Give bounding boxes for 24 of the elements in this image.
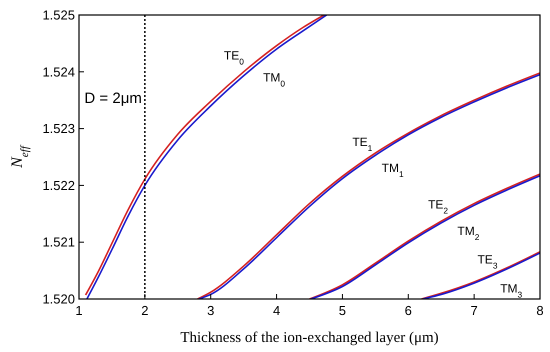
annotation: TM$_{3}$ bbox=[500, 281, 523, 300]
x-tick-label: 1 bbox=[75, 303, 83, 318]
y-tick-label: 1.525 bbox=[42, 8, 75, 22]
y-tick-label: 1.520 bbox=[42, 292, 75, 306]
x-tick-label: 3 bbox=[207, 303, 214, 318]
x-axis-title: Thickness of the ion-exchanged layer (μm) bbox=[180, 330, 439, 346]
x-tick-label: 2 bbox=[141, 303, 148, 318]
ref-line-label: D = 2μm bbox=[84, 90, 142, 107]
y-tick-label: 1.524 bbox=[42, 64, 75, 80]
x-tick-label: 8 bbox=[536, 303, 544, 318]
y-tick-label: 1.521 bbox=[42, 234, 75, 250]
annotation: TM$_{0}$ bbox=[263, 70, 286, 89]
annotation: TM$_{1}$ bbox=[382, 161, 404, 180]
annotation: TE$_{0}$ bbox=[224, 48, 244, 67]
x-tick-label: 5 bbox=[338, 303, 346, 318]
y-tick-label: 1.522 bbox=[42, 178, 75, 193]
x-tick-label: 4 bbox=[272, 303, 280, 318]
annotation: TE$_{2}$ bbox=[428, 198, 448, 216]
annotation: TM$_{2}$ bbox=[457, 224, 480, 242]
annotation: TE$_{1}$ bbox=[352, 135, 373, 154]
y-tick-label: 1.523 bbox=[42, 121, 75, 136]
annotation: TE$_{3}$ bbox=[477, 252, 498, 271]
x-tick-label: 7 bbox=[470, 303, 478, 318]
x-tick-label: 6 bbox=[404, 303, 412, 318]
